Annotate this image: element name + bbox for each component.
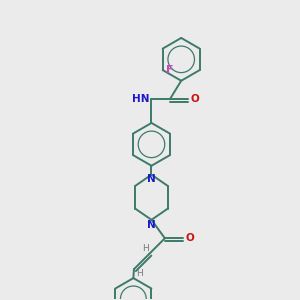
Text: N: N <box>147 220 156 230</box>
Text: H: H <box>136 269 143 278</box>
Text: N: N <box>147 174 156 184</box>
Text: H: H <box>142 244 148 253</box>
Text: O: O <box>190 94 199 104</box>
Text: O: O <box>185 233 194 243</box>
Text: F: F <box>166 65 174 75</box>
Text: HN: HN <box>133 94 150 104</box>
